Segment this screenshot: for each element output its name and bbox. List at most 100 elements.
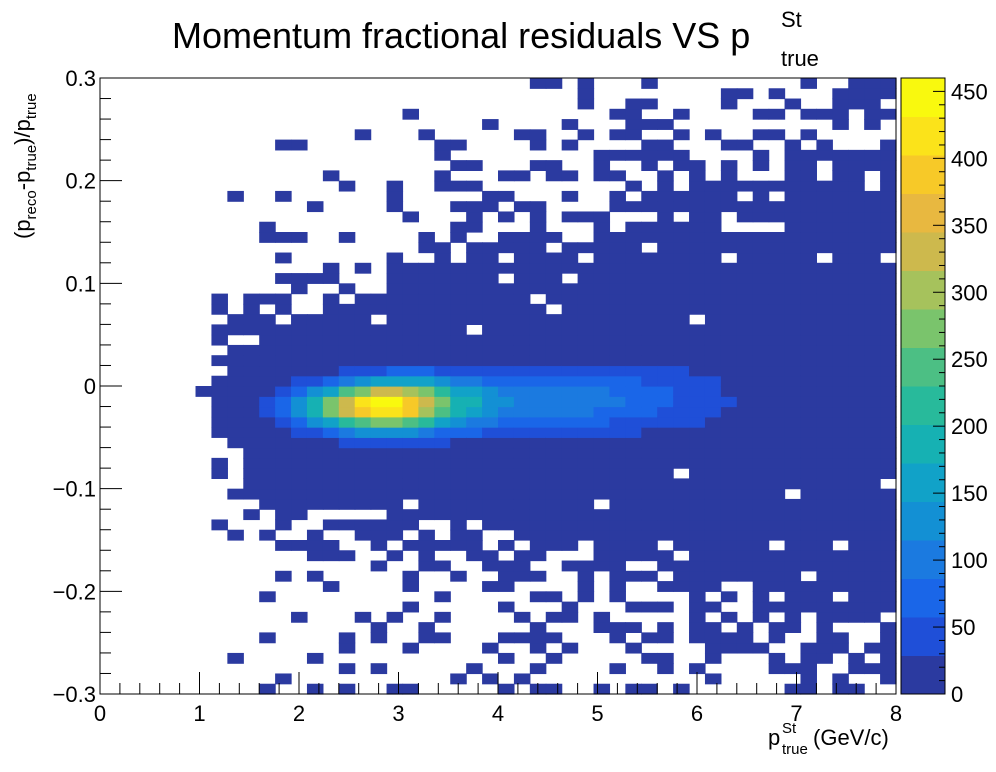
heatmap-cell <box>673 232 690 243</box>
heatmap-cell <box>848 170 865 182</box>
heatmap-cell <box>848 344 865 356</box>
heatmap-cell <box>768 427 786 438</box>
heatmap-cell <box>291 437 308 449</box>
heatmap-cell <box>545 386 563 397</box>
heatmap-cell <box>800 468 817 479</box>
heatmap-cell <box>720 406 738 418</box>
heatmap-cell <box>704 242 722 254</box>
heatmap-cell <box>880 509 897 521</box>
heatmap-cell <box>657 273 674 284</box>
heatmap-cell <box>704 190 722 202</box>
heatmap-cell <box>800 550 817 562</box>
heatmap-cell <box>768 437 786 449</box>
heatmap-cell <box>386 683 404 695</box>
heatmap-cell <box>593 324 611 336</box>
heatmap-cell <box>816 149 833 161</box>
color-bar-tick-label: 200 <box>951 414 988 439</box>
heatmap-cell <box>657 119 674 130</box>
heatmap-cell <box>848 396 865 408</box>
heatmap-cell <box>466 375 483 387</box>
heatmap-cell <box>593 365 611 377</box>
heatmap-cell <box>625 457 642 469</box>
heatmap-cell <box>625 427 642 438</box>
heatmap-cell <box>243 427 260 438</box>
heatmap-cell <box>561 386 579 397</box>
heatmap-cell <box>545 406 563 418</box>
heatmap-cell <box>625 642 642 654</box>
heatmap-cell <box>736 478 754 490</box>
heatmap-cell <box>689 529 706 541</box>
heatmap-cell <box>434 427 451 438</box>
heatmap-cell <box>434 365 451 377</box>
heatmap-cell <box>243 386 260 397</box>
heatmap-cell <box>291 375 308 387</box>
heatmap-cell <box>513 201 531 213</box>
heatmap-cell <box>848 488 865 500</box>
heatmap-cell <box>864 324 881 336</box>
heatmap-cell <box>800 683 817 695</box>
heatmap-cell <box>816 457 833 469</box>
heatmap-cell <box>434 488 451 500</box>
heatmap-cell <box>768 232 786 243</box>
heatmap-cell <box>784 273 802 284</box>
heatmap-cell <box>386 386 404 397</box>
heatmap-cell <box>736 386 754 397</box>
heatmap-cell <box>784 591 802 603</box>
heatmap-cell <box>338 344 356 356</box>
heatmap-cell <box>545 78 563 89</box>
heatmap-cell <box>800 324 817 336</box>
heatmap-cell <box>291 283 308 295</box>
heatmap-cell <box>657 550 674 562</box>
heatmap-cell <box>498 303 515 315</box>
heatmap-cell <box>848 519 865 531</box>
heatmap-cell <box>816 611 833 623</box>
heatmap-cell <box>545 283 563 295</box>
heatmap-cell <box>561 324 579 336</box>
heatmap-cell <box>864 98 881 110</box>
heatmap-cell <box>275 344 292 356</box>
heatmap-cell <box>259 437 276 449</box>
heatmap-cell <box>848 457 865 469</box>
heatmap-cell <box>816 221 833 233</box>
heatmap-cell <box>736 273 754 284</box>
heatmap-cell <box>529 591 547 603</box>
heatmap-cell <box>848 201 865 213</box>
heatmap-cell <box>848 180 865 192</box>
heatmap-cell <box>673 386 690 397</box>
heatmap-cell <box>354 355 372 367</box>
heatmap-cell <box>880 427 897 438</box>
heatmap-cell <box>211 396 228 408</box>
heatmap-cell <box>689 591 706 603</box>
heatmap-cell <box>752 406 770 418</box>
heatmap-cell <box>195 386 213 397</box>
heatmap-cell <box>704 406 722 418</box>
heatmap-cell <box>370 478 388 490</box>
heatmap-cell <box>880 457 897 469</box>
heatmap-cell <box>338 498 356 510</box>
heatmap-cell <box>800 601 817 613</box>
heatmap-cell <box>800 108 817 120</box>
heatmap-cell <box>545 262 563 274</box>
heatmap-cell <box>816 416 833 428</box>
heatmap-cell <box>784 622 802 633</box>
heatmap-cell <box>880 591 897 603</box>
heatmap-cell <box>736 406 754 418</box>
heatmap-cell <box>736 355 754 367</box>
heatmap-cell <box>482 293 499 305</box>
heatmap-cell <box>720 190 738 202</box>
heatmap-cell <box>641 683 658 695</box>
heatmap-cell <box>561 242 579 254</box>
heatmap-cell <box>577 273 595 284</box>
heatmap-cell <box>434 591 451 603</box>
heatmap-cell <box>545 457 563 469</box>
heatmap-cell <box>306 447 324 459</box>
heatmap-cell <box>704 386 722 397</box>
heatmap-cell <box>418 375 435 387</box>
heatmap-cell <box>402 355 419 367</box>
heatmap-cell <box>466 416 483 428</box>
heatmap-cell <box>752 396 770 408</box>
heatmap-cell <box>386 406 404 418</box>
heatmap-cell <box>306 437 324 449</box>
heatmap-cell <box>450 293 467 305</box>
heatmap-cell <box>545 683 563 695</box>
